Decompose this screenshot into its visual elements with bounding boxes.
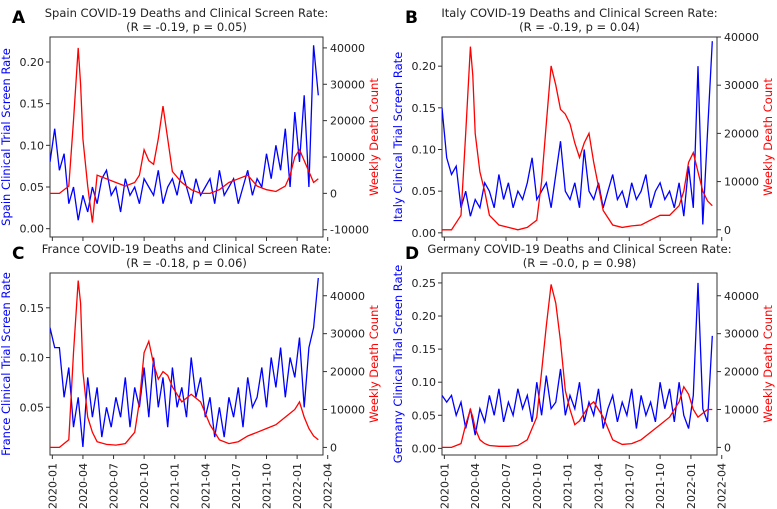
death-count-line bbox=[442, 284, 713, 449]
x-tick-label: 2020-07 bbox=[108, 463, 121, 509]
plot-frame bbox=[441, 36, 718, 238]
chart-subtitle: (R = -0.19, p = 0.04) bbox=[519, 20, 640, 34]
x-tick-label: 2022-04 bbox=[716, 463, 729, 509]
right-tick-label: 20000 bbox=[330, 366, 365, 379]
x-tick-label: 2020-04 bbox=[469, 463, 482, 509]
chart-title: Germany COVID-19 Deaths and Clinical Scr… bbox=[427, 242, 731, 256]
x-tick-label: 2021-10 bbox=[654, 463, 667, 509]
right-tick-label: 0 bbox=[330, 187, 337, 200]
right-tick-label: -10000 bbox=[330, 224, 369, 237]
right-tick-label: 0 bbox=[724, 441, 731, 454]
left-tick-label: 0.05 bbox=[412, 185, 437, 198]
right-tick-label: 10000 bbox=[330, 404, 365, 417]
left-tick-label: 0.15 bbox=[20, 302, 45, 315]
screen-rate-line bbox=[442, 41, 713, 225]
x-tick-label: 2020-04 bbox=[77, 463, 90, 509]
right-axis-label: Weekly Death Count bbox=[367, 78, 381, 196]
right-axis-label: Weekly Death Count bbox=[367, 305, 381, 423]
left-tick-label: 0.15 bbox=[412, 102, 437, 115]
left-axis-label: Germany Clinical Trial Screen Rate bbox=[391, 265, 405, 463]
right-tick-label: 10000 bbox=[330, 151, 365, 164]
left-tick-label: 0.25 bbox=[412, 277, 437, 290]
right-tick-label: 40000 bbox=[724, 290, 759, 303]
right-tick-label: 40000 bbox=[724, 31, 759, 44]
left-tick-label: 0.20 bbox=[412, 310, 437, 323]
right-axis-label: Weekly Death Count bbox=[761, 78, 775, 196]
left-tick-label: 0.00 bbox=[20, 223, 45, 236]
left-tick-label: 0.10 bbox=[20, 352, 45, 365]
chart-title: France COVID-19 Deaths and Clinical Scre… bbox=[42, 242, 332, 256]
left-tick-label: 0.05 bbox=[20, 181, 45, 194]
right-tick-label: 40000 bbox=[330, 42, 365, 55]
plot-frame bbox=[49, 272, 324, 456]
left-axis-label: Italy Clinical Trial Screen Rate bbox=[391, 52, 405, 222]
screen-rate-line bbox=[50, 277, 319, 448]
left-tick-label: 0.10 bbox=[20, 139, 45, 152]
x-tick-label: 2022-04 bbox=[322, 463, 335, 509]
panel-b: B Italy COVID-19 Deaths and Clinical Scre… bbox=[391, 6, 775, 241]
left-tick-label: 0.10 bbox=[412, 144, 437, 157]
chart-title: Italy COVID-19 Deaths and Clinical Scree… bbox=[441, 6, 717, 20]
screen-rate-line bbox=[442, 282, 713, 436]
left-tick-label: 0.15 bbox=[412, 343, 437, 356]
right-tick-label: 30000 bbox=[724, 328, 759, 341]
left-axis-label: Spain Clinical Trial Screen Rate bbox=[0, 48, 13, 226]
x-tick-label: 2021-07 bbox=[623, 463, 636, 509]
left-tick-label: 0.10 bbox=[412, 376, 437, 389]
x-tick-label: 2020-01 bbox=[438, 463, 451, 509]
right-tick-label: 40000 bbox=[330, 290, 365, 303]
right-tick-label: 10000 bbox=[724, 404, 759, 417]
left-axis-label: France Clinical Trial Screen Rate bbox=[0, 272, 13, 456]
chart-subtitle: (R = -0.18, p = 0.06) bbox=[126, 256, 247, 270]
left-tick-label: 0.00 bbox=[412, 442, 437, 455]
death-count-line bbox=[50, 47, 319, 223]
right-tick-label: 0 bbox=[330, 441, 337, 454]
plot-frame bbox=[49, 36, 324, 238]
x-tick-label: 2022-01 bbox=[291, 463, 304, 509]
right-tick-label: 20000 bbox=[724, 127, 759, 140]
x-tick-label: 2021-10 bbox=[261, 463, 274, 509]
left-tick-label: 0.05 bbox=[20, 401, 45, 414]
left-tick-label: 0.00 bbox=[412, 227, 437, 240]
right-tick-label: 10000 bbox=[724, 176, 759, 189]
plot-frame bbox=[441, 272, 718, 456]
right-tick-label: 20000 bbox=[724, 366, 759, 379]
death-count-line bbox=[50, 280, 319, 449]
panel-c: C France COVID-19 Deaths and Clinical Scr… bbox=[0, 242, 381, 509]
panel-d: D Germany COVID-19 Deaths and Clinical Sc… bbox=[391, 242, 775, 509]
chart-subtitle: (R = -0.19, p = 0.05) bbox=[126, 20, 247, 34]
right-tick-label: 30000 bbox=[330, 328, 365, 341]
x-tick-label: 2021-07 bbox=[230, 463, 243, 509]
right-tick-label: 0 bbox=[724, 224, 731, 237]
x-tick-label: 2021-04 bbox=[592, 463, 605, 509]
death-count-line bbox=[442, 46, 713, 231]
screen-rate-line bbox=[50, 45, 319, 221]
x-tick-label: 2021-01 bbox=[169, 463, 182, 509]
panel-letter: A bbox=[12, 8, 26, 28]
left-tick-label: 0.15 bbox=[20, 98, 45, 111]
x-tick-label: 2021-04 bbox=[199, 463, 212, 509]
panel-letter: B bbox=[405, 8, 418, 28]
right-tick-label: 30000 bbox=[724, 79, 759, 92]
left-tick-label: 0.05 bbox=[412, 409, 437, 422]
right-tick-label: 30000 bbox=[330, 78, 365, 91]
panel-letter: C bbox=[12, 244, 24, 264]
x-tick-label: 2020-07 bbox=[500, 463, 513, 509]
right-tick-label: 20000 bbox=[330, 115, 365, 128]
x-tick-label: 2021-01 bbox=[562, 463, 575, 509]
right-axis-label: Weekly Death Count bbox=[761, 305, 775, 423]
x-tick-label: 2022-01 bbox=[685, 463, 698, 509]
x-tick-label: 2020-10 bbox=[138, 463, 151, 509]
x-tick-label: 2020-10 bbox=[531, 463, 544, 509]
panel-letter: D bbox=[405, 244, 419, 264]
x-tick-label: 2020-01 bbox=[46, 463, 59, 509]
chart-subtitle: (R = -0.0, p = 0.98) bbox=[523, 256, 637, 270]
left-tick-label: 0.20 bbox=[20, 56, 45, 69]
chart-title: Spain COVID-19 Deaths and Clinical Scree… bbox=[45, 6, 329, 20]
panel-a: A Spain COVID-19 Deaths and Clinical Scre… bbox=[0, 6, 381, 241]
left-tick-label: 0.20 bbox=[412, 60, 437, 73]
